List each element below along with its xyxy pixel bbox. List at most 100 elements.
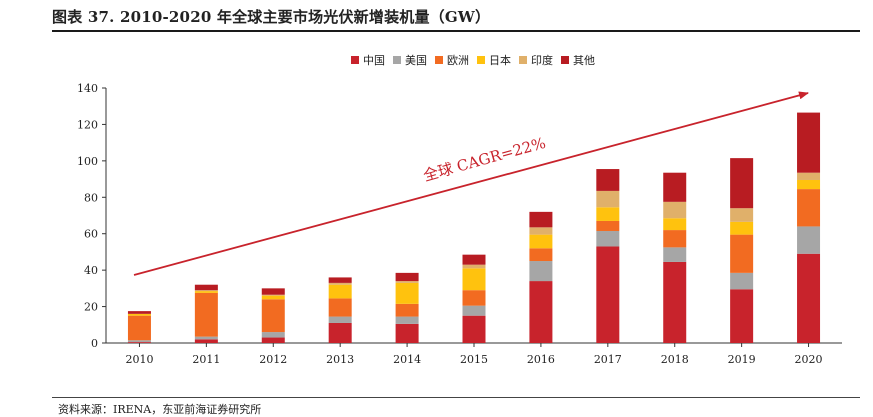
legend-swatch (435, 56, 443, 64)
x-axis: 2010 2011 2012 2013 2014 2015 2016 2017 2018 2019… (106, 342, 842, 366)
bar-segment (529, 211, 553, 228)
legend-item: 印度 (519, 53, 553, 67)
bottom-rule (52, 397, 860, 398)
cagr-annotation: 全球 CAGR=22% (421, 134, 547, 185)
bar-segment (328, 316, 352, 323)
bar-segment (261, 295, 285, 300)
y-tick-label: 60 (84, 228, 98, 241)
bar-segment (261, 294, 285, 296)
bar-segment (462, 290, 486, 306)
x-tick-label: 2019 (728, 353, 756, 366)
bar-segment (663, 201, 687, 219)
bar-segment (328, 284, 352, 299)
legend-label: 日本 (489, 53, 511, 67)
bar-segment (328, 277, 352, 283)
y-tick-label: 20 (84, 301, 98, 314)
bar-segment (797, 189, 821, 227)
bar-segment (261, 288, 285, 295)
bar-segment (395, 282, 419, 304)
x-tick-label: 2012 (259, 353, 287, 366)
chart-title: 图表 37. 2010-2020 年全球主要市场光伏新增装机量（GW） (52, 8, 491, 26)
bar-stack (596, 169, 620, 343)
bar-stack (663, 172, 687, 343)
bar-segment (797, 112, 821, 173)
bar-segment (663, 261, 687, 343)
y-tick-label: 0 (91, 337, 98, 350)
x-tick-label: 2017 (594, 353, 622, 366)
bar-stack (194, 284, 218, 343)
bar-segment (261, 337, 285, 343)
bar-stack (797, 112, 821, 343)
legend-swatch (393, 56, 401, 64)
bar-segment (462, 305, 486, 316)
bar-segment (529, 281, 553, 343)
title-rule (52, 30, 860, 32)
bar-segment (127, 313, 151, 316)
legend-item: 其他 (561, 54, 595, 67)
bar-segment (730, 158, 754, 209)
bar-segment (797, 179, 821, 190)
bar-segment (730, 272, 754, 290)
bar-segment (127, 311, 151, 314)
y-axis: 0 20 40 60 80 100 120 140 (77, 82, 107, 350)
x-tick-label: 2015 (460, 353, 488, 366)
y-tick-label: 40 (84, 264, 98, 277)
legend-label: 印度 (531, 53, 553, 67)
bar-segment (462, 254, 486, 265)
legend-item: 中国 (351, 54, 385, 67)
legend-label: 中国 (363, 54, 385, 67)
bar-segment (730, 208, 754, 222)
bar-segment (730, 289, 754, 343)
bar-segment (194, 290, 218, 292)
x-tick-label: 2014 (393, 353, 421, 366)
legend-swatch (561, 56, 569, 64)
bar-segment (663, 230, 687, 248)
bar-segment (127, 340, 151, 343)
bar-segment (730, 234, 754, 273)
bar-segment (261, 332, 285, 338)
bar-segment (395, 303, 419, 317)
bar-segment (529, 227, 553, 235)
bar-segment (797, 172, 821, 180)
bar-segment (663, 172, 687, 202)
bars (127, 112, 821, 343)
x-tick-label: 2010 (125, 353, 153, 366)
bar-segment (529, 261, 553, 282)
bar-segment (261, 299, 285, 333)
bar-segment (596, 230, 620, 247)
bar-segment (194, 291, 218, 293)
bar-segment (663, 247, 687, 262)
bar-stack (328, 277, 352, 343)
bar-segment (596, 220, 620, 231)
legend-item: 欧洲 (435, 54, 469, 67)
bar-stack (127, 311, 151, 343)
bar-stack (395, 272, 419, 343)
bar-segment (328, 298, 352, 317)
legend: 中国 美国 欧洲 日本 印度 其他 (351, 53, 595, 67)
y-tick-label: 80 (84, 191, 98, 204)
bar-segment (596, 246, 620, 343)
x-tick-label: 2013 (326, 353, 354, 366)
bar-segment (462, 264, 486, 269)
legend-swatch (351, 56, 359, 64)
bar-segment (596, 169, 620, 191)
x-tick-label: 2020 (795, 353, 823, 366)
bar-segment (529, 248, 553, 262)
legend-swatch (519, 56, 527, 64)
bar-segment (127, 342, 151, 343)
bar-segment (328, 322, 352, 343)
bar-segment (127, 315, 151, 341)
legend-label: 其他 (573, 54, 595, 67)
bar-stack (730, 158, 754, 343)
bar-segment (395, 323, 419, 343)
bar-segment (596, 207, 620, 221)
bar-segment (328, 282, 352, 285)
legend-item: 日本 (477, 53, 511, 67)
bar-segment (194, 292, 218, 337)
bar-segment (663, 218, 687, 231)
bar-segment (194, 336, 218, 340)
bar-stack (261, 288, 285, 343)
legend-item: 美国 (393, 54, 427, 67)
x-tick-label: 2016 (527, 353, 555, 366)
